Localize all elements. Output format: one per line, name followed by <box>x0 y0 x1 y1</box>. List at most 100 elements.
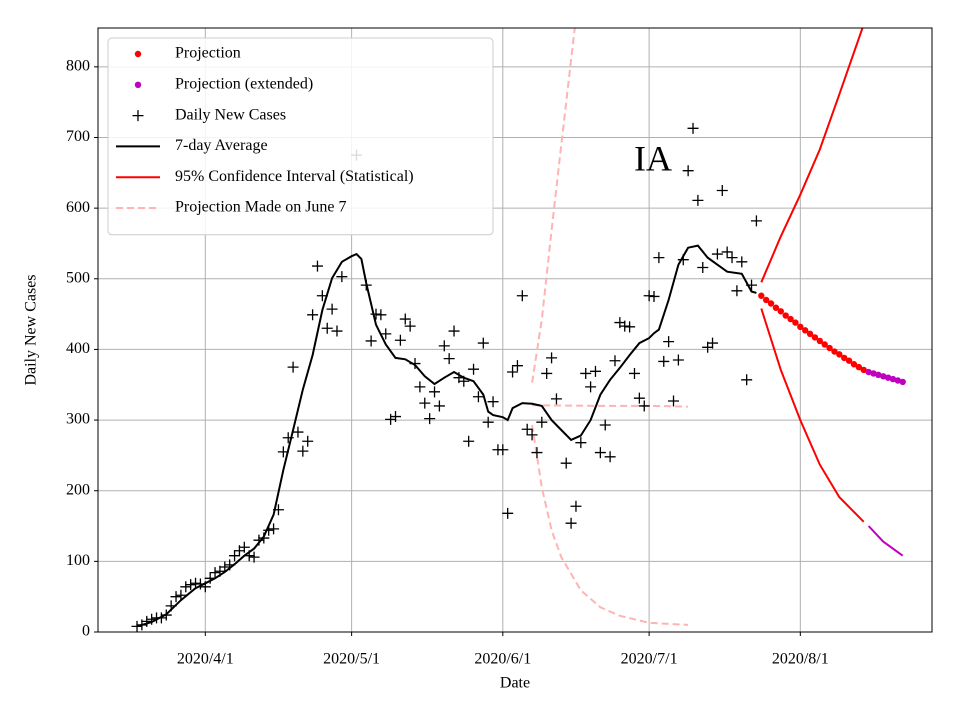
projection-point <box>801 327 809 334</box>
case-point <box>682 165 694 177</box>
case-point <box>497 444 509 456</box>
projection-point <box>870 370 877 377</box>
legend-marker <box>134 81 142 89</box>
case-point <box>609 355 621 367</box>
x-tick-label: 2020/4/1 <box>177 651 234 668</box>
legend-label: Projection (extended) <box>175 75 313 92</box>
projection-point <box>880 373 887 380</box>
june7-lower <box>531 424 689 626</box>
projection-point <box>850 361 858 368</box>
x-axis-label: Date <box>500 675 530 692</box>
case-point <box>292 426 304 438</box>
case-point <box>502 507 514 519</box>
legend-marker <box>134 50 142 58</box>
case-point <box>604 451 616 463</box>
legend-box <box>107 37 494 236</box>
case-point <box>599 419 611 431</box>
case-point <box>477 337 489 349</box>
y-axis-label: Daily New Cases <box>23 274 40 385</box>
case-point <box>565 517 577 529</box>
case-point <box>399 313 411 325</box>
case-point <box>658 355 670 367</box>
case-point <box>716 184 728 196</box>
case-point <box>560 457 572 469</box>
case-point <box>404 320 416 332</box>
case-point <box>550 393 562 405</box>
case-point <box>463 435 475 447</box>
case-point <box>419 397 431 409</box>
projection-point <box>831 348 838 355</box>
projection-point <box>797 323 804 331</box>
y-tick-label: 700 <box>66 128 90 145</box>
legend-label: 95% Confidence Interval (Statistical) <box>175 168 414 185</box>
case-point <box>185 579 197 591</box>
case-point <box>575 437 587 449</box>
projection-point <box>762 296 770 304</box>
projection-point <box>836 351 843 358</box>
case-point <box>365 335 377 347</box>
ci-lower-extended <box>867 525 904 557</box>
case-point <box>511 360 523 372</box>
y-tick-label: 300 <box>66 411 90 428</box>
case-point <box>443 353 455 365</box>
projection-point <box>884 374 892 381</box>
y-tick-label: 800 <box>66 58 90 75</box>
x-tick-label: 2020/7/1 <box>621 651 678 668</box>
projection-point <box>865 368 872 376</box>
case-point <box>326 303 338 315</box>
projection-point <box>782 312 789 319</box>
legend-label: Daily New Cases <box>175 106 286 123</box>
case-point <box>628 367 640 379</box>
case-point <box>663 336 675 348</box>
case-point <box>390 411 402 423</box>
projection-point <box>894 377 902 384</box>
case-point <box>209 567 221 579</box>
case-point <box>589 365 601 377</box>
case-point <box>248 551 260 563</box>
annotation: IA <box>634 138 672 178</box>
case-point <box>594 447 606 459</box>
case-point <box>375 309 387 321</box>
projection-point <box>860 366 867 374</box>
case-point <box>302 435 314 447</box>
projection-point <box>821 341 828 348</box>
case-point <box>643 290 655 302</box>
axes: 0 100 200 300 400 500 600 700 800 2020/4/1 2020/5/… <box>66 58 829 668</box>
case-point <box>633 392 645 404</box>
case-point <box>570 500 582 512</box>
case-point <box>472 391 484 403</box>
case-point <box>687 122 699 134</box>
y-tick-label: 200 <box>66 481 90 498</box>
case-point <box>180 581 192 593</box>
case-point <box>721 246 733 258</box>
case-point <box>487 396 499 408</box>
case-point <box>380 328 392 340</box>
projection-point <box>811 334 819 341</box>
legend-label: Projection <box>175 45 241 62</box>
case-point <box>370 308 382 320</box>
legend: Projection Projection (extended) Daily New… <box>107 37 494 236</box>
average-line <box>136 244 757 628</box>
projection-point <box>826 344 833 352</box>
case-point <box>741 374 753 386</box>
case-point <box>624 321 636 333</box>
projection-point <box>855 363 863 371</box>
case-point <box>311 260 323 272</box>
case-point <box>736 256 748 268</box>
case-point <box>648 290 660 302</box>
y-tick-label: 500 <box>66 269 90 286</box>
y-tick-label: 600 <box>66 199 90 216</box>
case-point <box>692 194 704 206</box>
case-point <box>190 577 202 589</box>
case-point <box>229 550 241 562</box>
case-point <box>672 354 684 366</box>
x-tick-label: 2020/6/1 <box>474 651 531 668</box>
y-tick-label: 400 <box>66 340 90 357</box>
case-point <box>468 363 480 375</box>
x-tick-label: 2020/5/1 <box>323 651 380 668</box>
legend-label: 7-day Average <box>175 137 268 154</box>
projection-point <box>777 308 785 315</box>
case-point <box>429 386 441 398</box>
june7-projection <box>532 404 689 408</box>
projection-point <box>792 319 799 326</box>
